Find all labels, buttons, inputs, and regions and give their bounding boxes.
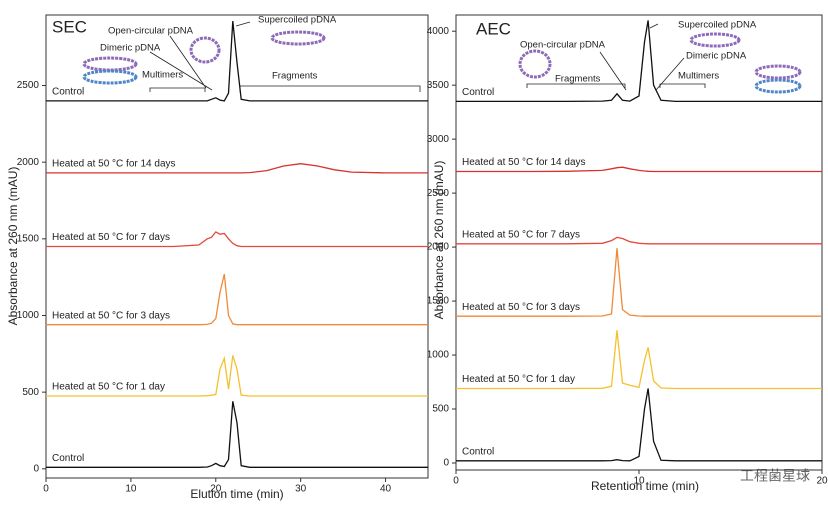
y-tick-label: 0 (443, 458, 449, 469)
trace (46, 355, 428, 397)
annotation: Open-circular pDNA (108, 26, 194, 37)
y-tick-label: 500 (432, 404, 449, 415)
trace (46, 273, 428, 326)
y-tick-label: 2000 (17, 157, 40, 168)
trace (456, 330, 822, 390)
series-label: Control (462, 446, 494, 457)
x-tick-label: 10 (633, 476, 645, 487)
annotation: Supercoiled pDNA (678, 20, 757, 31)
series-label: Control (462, 87, 494, 98)
trace (456, 248, 822, 317)
y-tick-label: 500 (22, 387, 39, 398)
y-tick-label: 0 (33, 463, 39, 474)
x-tick-label: 0 (453, 476, 459, 487)
series-label: Heated at 50 °C for 7 days (462, 229, 580, 240)
x-tick-label: 40 (380, 484, 392, 495)
x-axis-label: Retention time (min) (591, 479, 699, 493)
annotation: Supercoiled pDNA (258, 15, 337, 26)
x-tick-label: 0 (43, 484, 49, 495)
x-tick-label: 20 (210, 484, 222, 495)
series-label: Heated at 50 °C for 1 day (462, 374, 575, 385)
x-axis-label: Elution time (min) (190, 487, 283, 501)
series-label: Control (52, 453, 84, 464)
y-axis-label: Absorbance at 260 nm (mAU) (6, 167, 20, 326)
chart-title: AEC (476, 19, 511, 38)
trace (46, 231, 428, 248)
x-tick-label: 30 (295, 484, 307, 495)
x-tick-label: 10 (125, 484, 137, 495)
series-label: Heated at 50 °C for 14 days (462, 157, 586, 168)
y-tick-label: 1000 (17, 310, 40, 321)
x-tick-label: 20 (816, 476, 828, 487)
trace (46, 163, 428, 174)
y-tick-label: 2500 (17, 80, 40, 91)
trace (456, 388, 822, 462)
y-tick-label: 3000 (427, 134, 450, 145)
annotation: Fragments (555, 74, 601, 85)
y-tick-label: 3500 (427, 80, 450, 91)
y-axis-label: Absorbance at 260 nm (mAU) (432, 161, 446, 320)
trace (46, 401, 428, 468)
y-tick-label: 1000 (427, 350, 450, 361)
plot-frame (455, 14, 823, 471)
trace (46, 21, 428, 102)
trace (456, 166, 822, 173)
annotation: Dimeric pDNA (686, 51, 747, 62)
watermark: 工程菌星球 (740, 468, 810, 484)
annotation: Multimers (678, 71, 719, 82)
y-tick-label: 1500 (17, 233, 40, 244)
annotation: Open-circular pDNA (520, 40, 606, 51)
annotation: Dimeric pDNA (100, 43, 161, 54)
trace (456, 236, 822, 245)
trace (456, 20, 822, 103)
series-label: Heated at 50 °C for 3 days (52, 310, 170, 321)
y-tick-label: 4000 (427, 26, 450, 37)
series-label: Heated at 50 °C for 7 days (52, 232, 170, 243)
series-label: Heated at 50 °C for 14 days (52, 159, 176, 170)
decorations (82, 21, 802, 94)
series-label: Control (52, 86, 84, 97)
chart-title: SEC (52, 17, 87, 36)
series-label: Heated at 50 °C for 3 days (462, 302, 580, 313)
y-tick-label: 2000 (427, 242, 450, 253)
y-tick-label: 1500 (427, 296, 450, 307)
y-tick-label: 2500 (427, 188, 450, 199)
series-label: Heated at 50 °C for 1 day (52, 382, 165, 393)
annotation: Multimers (142, 70, 183, 81)
annotation: Fragments (272, 71, 318, 82)
